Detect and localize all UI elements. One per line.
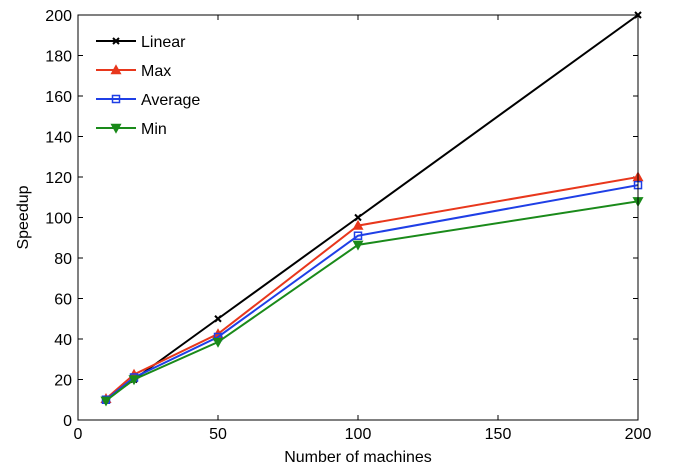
x-tick-label: 200 — [625, 426, 652, 443]
data-point — [128, 375, 140, 386]
data-point — [100, 396, 112, 407]
legend-marker — [110, 64, 122, 75]
series-line — [105, 176, 639, 400]
y-axis-label: Speedup — [15, 185, 32, 249]
x-tick-label: 0 — [74, 426, 83, 443]
legend-entry-average: Average — [96, 92, 200, 109]
y-tick-label: 180 — [45, 49, 72, 66]
y-tick-label: 80 — [54, 251, 72, 268]
x-tick-label: 100 — [345, 426, 372, 443]
legend-marker — [112, 37, 120, 45]
legend-label: Average — [141, 92, 200, 109]
y-tick-label: 200 — [45, 8, 72, 25]
series-line — [105, 200, 639, 402]
y-tick-label: 40 — [54, 332, 72, 349]
y-tick-label: 100 — [45, 211, 72, 228]
legend-label: Min — [141, 121, 167, 138]
series-min — [100, 197, 644, 407]
series-line — [105, 14, 639, 401]
data-point — [214, 315, 222, 323]
y-tick-label: 20 — [54, 373, 72, 390]
x-tick-label: 50 — [209, 426, 227, 443]
legend-label: Linear — [141, 34, 186, 51]
axis-ticks: 0 50 100 150 200 0 20 40 60 80 100 120 140 160 180 200 — [45, 8, 651, 443]
legend: Linear Max Average Min — [96, 34, 200, 138]
legend-marker — [111, 94, 121, 104]
data-point — [353, 231, 363, 240]
legend-entry-max: Max — [96, 63, 171, 80]
legend-entry-linear: Linear — [96, 34, 186, 51]
legend-marker — [110, 123, 122, 134]
x-axis-label: Number of machines — [284, 449, 432, 466]
series-line — [105, 184, 639, 401]
series-linear — [102, 11, 642, 404]
y-tick-label: 60 — [54, 292, 72, 309]
series-average — [101, 180, 643, 404]
series-lines — [100, 11, 644, 407]
legend-label: Max — [141, 63, 171, 80]
y-tick-label: 0 — [63, 413, 72, 430]
y-tick-label: 120 — [45, 170, 72, 187]
y-tick-label: 140 — [45, 130, 72, 147]
data-point — [352, 240, 364, 251]
y-tick-label: 160 — [45, 89, 72, 106]
data-point — [212, 337, 224, 348]
legend-entry-min: Min — [96, 121, 167, 138]
plot-frame — [77, 14, 639, 421]
x-tick-label: 150 — [485, 426, 512, 443]
data-point — [352, 219, 364, 230]
data-point — [354, 213, 362, 222]
